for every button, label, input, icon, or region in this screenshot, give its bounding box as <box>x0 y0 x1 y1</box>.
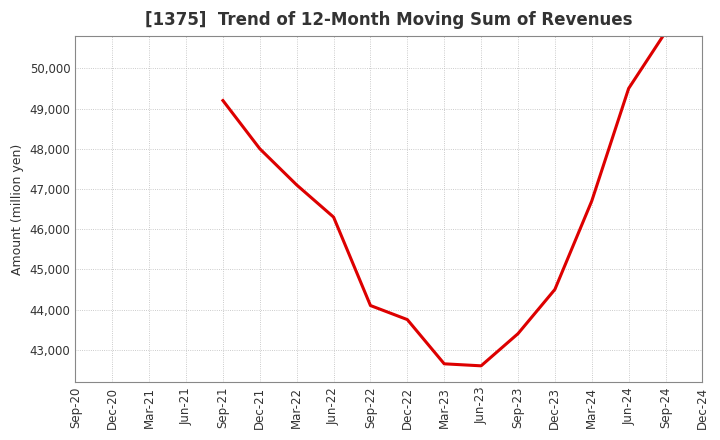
Y-axis label: Amount (million yen): Amount (million yen) <box>11 143 24 275</box>
Title: [1375]  Trend of 12-Month Moving Sum of Revenues: [1375] Trend of 12-Month Moving Sum of R… <box>145 11 633 29</box>
